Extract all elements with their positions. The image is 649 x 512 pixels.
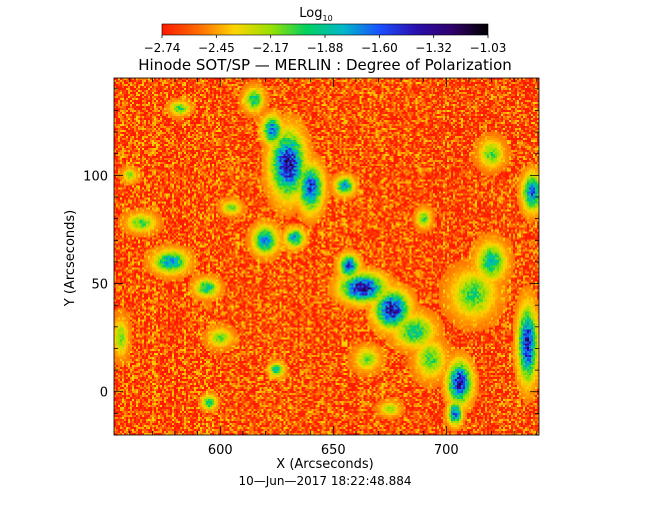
y-tick-label: 50 bbox=[91, 278, 108, 293]
x-tick-label: 650 bbox=[321, 443, 346, 458]
chart-title: Hinode SOT/SP — MERLIN : Degree of Polar… bbox=[138, 56, 512, 74]
colorbar-ticks: −2.74 −2.45 −2.17 −1.88 −1.60 −1.32 −1.03 bbox=[144, 35, 507, 55]
x-tick-label: 600 bbox=[208, 443, 233, 458]
colorbar-tick-label: −2.45 bbox=[198, 41, 235, 55]
colorbar-tick-label: −1.03 bbox=[470, 41, 507, 55]
colorbar-tick-label: −1.32 bbox=[415, 41, 452, 55]
y-axis-ticks: 0 50 100 bbox=[83, 88, 539, 436]
timestamp: 10—Jun—2017 18:22:48.884 bbox=[239, 474, 412, 488]
colorbar-tick-label: −1.88 bbox=[307, 41, 344, 55]
y-axis-label: Y (Arcseconds) bbox=[63, 210, 78, 307]
colorbar-label-subscript: 10 bbox=[323, 14, 333, 23]
colorbar-tick-label: −2.17 bbox=[252, 41, 289, 55]
x-axis-ticks: 600 650 700 bbox=[129, 78, 538, 458]
plot-area bbox=[113, 77, 540, 436]
y-tick-label: 0 bbox=[100, 386, 108, 401]
colorbar-tick-label: −1.60 bbox=[361, 41, 398, 55]
x-axis-label: X (Arcseconds) bbox=[276, 457, 373, 472]
colorbar bbox=[161, 23, 489, 36]
colorbar-tick-label: −2.74 bbox=[144, 41, 181, 55]
plot-frame bbox=[113, 77, 540, 436]
colorbar-label: Log10 bbox=[299, 6, 332, 23]
y-tick-label: 100 bbox=[83, 169, 108, 184]
heatmap-image bbox=[114, 78, 539, 435]
x-tick-label: 700 bbox=[434, 443, 459, 458]
